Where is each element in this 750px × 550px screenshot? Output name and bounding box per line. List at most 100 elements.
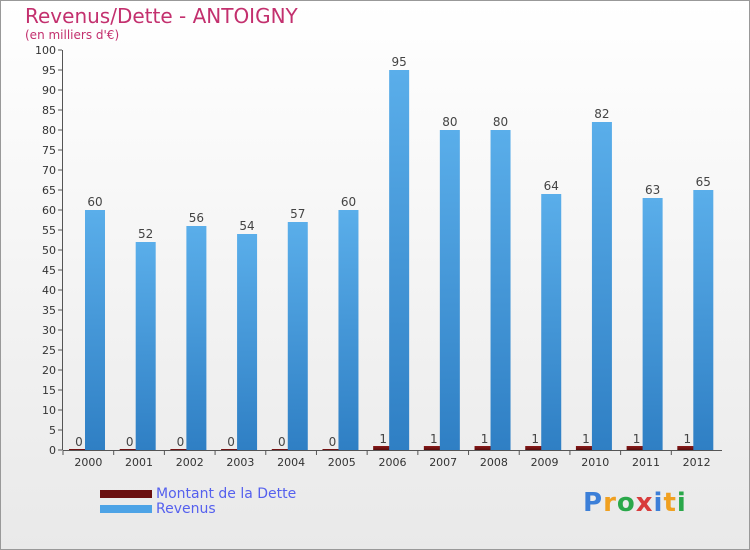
data-label-dette: 0 xyxy=(75,435,83,449)
bar-dette xyxy=(677,446,698,450)
bar-revenus xyxy=(490,130,511,450)
y-tick-label: 75 xyxy=(42,144,56,157)
legend: Montant de la Dette Revenus xyxy=(100,485,297,517)
bar-dette xyxy=(271,449,292,450)
data-label-revenus: 80 xyxy=(442,115,457,129)
y-tick-label: 80 xyxy=(42,124,56,137)
y-tick-label: 95 xyxy=(42,64,56,77)
y-tick-label: 20 xyxy=(42,364,56,377)
y-tick-label: 30 xyxy=(42,324,56,337)
y-tick-label: 35 xyxy=(42,304,56,317)
data-label-revenus: 52 xyxy=(138,227,153,241)
data-label-dette: 1 xyxy=(531,432,539,446)
legend-label-dette: Montant de la Dette xyxy=(156,485,297,502)
logo-letter: P xyxy=(583,488,604,518)
bar-dette xyxy=(69,449,89,450)
x-tick-label: 2007 xyxy=(429,456,457,469)
logo-letter: r xyxy=(603,488,617,518)
bar-dette xyxy=(423,446,444,450)
data-label-dette: 1 xyxy=(633,432,641,446)
bar-dette xyxy=(525,446,546,450)
x-tick-label: 2009 xyxy=(531,456,559,469)
bar-revenus xyxy=(85,210,105,450)
x-tick-label: 2008 xyxy=(480,456,508,469)
data-label-revenus: 60 xyxy=(341,195,356,209)
data-label-revenus: 80 xyxy=(493,115,508,129)
x-tick-label: 2005 xyxy=(328,456,356,469)
data-label-dette: 1 xyxy=(430,432,438,446)
bar-dette xyxy=(322,449,343,450)
logo-letter: i xyxy=(676,488,687,518)
x-tick-label: 2010 xyxy=(581,456,609,469)
data-label-revenus: 54 xyxy=(239,219,254,233)
chart-subtitle: (en milliers d'€) xyxy=(25,28,120,42)
y-tick-label: 70 xyxy=(42,164,56,177)
data-label-dette: 1 xyxy=(582,432,590,446)
bar-revenus xyxy=(642,198,663,450)
bar-revenus xyxy=(389,70,410,450)
logo-letter: x xyxy=(635,488,654,518)
y-tick-label: 55 xyxy=(42,224,56,237)
bar-revenus xyxy=(338,210,359,450)
x-tick-label: 2011 xyxy=(632,456,660,469)
data-label-dette: 0 xyxy=(177,435,185,449)
logo-letter: i xyxy=(653,488,664,518)
data-label-dette: 0 xyxy=(329,435,337,449)
data-label-revenus: 63 xyxy=(645,183,660,197)
bar-revenus xyxy=(541,194,562,450)
y-tick-label: 100 xyxy=(35,44,56,57)
x-tick-label: 2003 xyxy=(226,456,254,469)
x-tick-label: 2006 xyxy=(379,456,407,469)
proxiti-logo: Proxiti xyxy=(583,488,687,518)
bar-dette xyxy=(626,446,647,450)
y-tick-label: 85 xyxy=(42,104,56,117)
legend-swatch-revenus xyxy=(100,504,152,513)
chart-title: Revenus/Dette - ANTOIGNY xyxy=(25,4,298,28)
x-tick-label: 2002 xyxy=(176,456,204,469)
bar-dette xyxy=(575,446,596,450)
data-label-revenus: 65 xyxy=(696,175,711,189)
data-label-revenus: 60 xyxy=(87,195,102,209)
x-tick-label: 2012 xyxy=(683,456,711,469)
bar-dette xyxy=(373,446,394,450)
legend-label-revenus: Revenus xyxy=(156,500,216,517)
data-label-dette: 0 xyxy=(227,435,235,449)
y-tick-label: 65 xyxy=(42,184,56,197)
bar-revenus xyxy=(287,222,308,450)
legend-swatch-dette xyxy=(100,489,152,498)
bar-revenus xyxy=(237,234,258,450)
data-label-dette: 1 xyxy=(379,432,387,446)
bar-dette xyxy=(170,449,191,450)
data-label-revenus: 57 xyxy=(290,207,305,221)
bar-dette xyxy=(221,449,242,450)
data-label-dette: 0 xyxy=(278,435,286,449)
y-tick-label: 0 xyxy=(49,444,56,457)
bar-dette xyxy=(474,446,495,450)
logo-letter: o xyxy=(616,488,636,518)
data-label-dette: 1 xyxy=(683,432,691,446)
y-tick-label: 40 xyxy=(42,284,56,297)
y-tick-label: 10 xyxy=(42,404,56,417)
bar-revenus xyxy=(186,226,207,450)
legend-item-revenus: Revenus xyxy=(100,500,296,517)
y-tick-label: 90 xyxy=(42,84,56,97)
logo-letter: t xyxy=(663,488,677,518)
y-tick-label: 45 xyxy=(42,264,56,277)
bar-revenus xyxy=(591,122,612,450)
data-label-revenus: 95 xyxy=(392,55,407,69)
x-tick-label: 2001 xyxy=(125,456,153,469)
y-tick-label: 15 xyxy=(42,384,56,397)
x-tick-label: 2004 xyxy=(277,456,305,469)
y-tick-label: 50 xyxy=(42,244,56,257)
y-tick-label: 60 xyxy=(42,204,56,217)
legend-item-dette: Montant de la Dette xyxy=(100,485,297,502)
data-label-revenus: 64 xyxy=(544,179,559,193)
data-label-dette: 0 xyxy=(126,435,134,449)
bar-revenus xyxy=(439,130,460,450)
y-tick-label: 5 xyxy=(49,424,56,437)
bar-revenus xyxy=(693,190,714,450)
data-label-revenus: 82 xyxy=(594,107,609,121)
data-label-revenus: 56 xyxy=(189,211,204,225)
